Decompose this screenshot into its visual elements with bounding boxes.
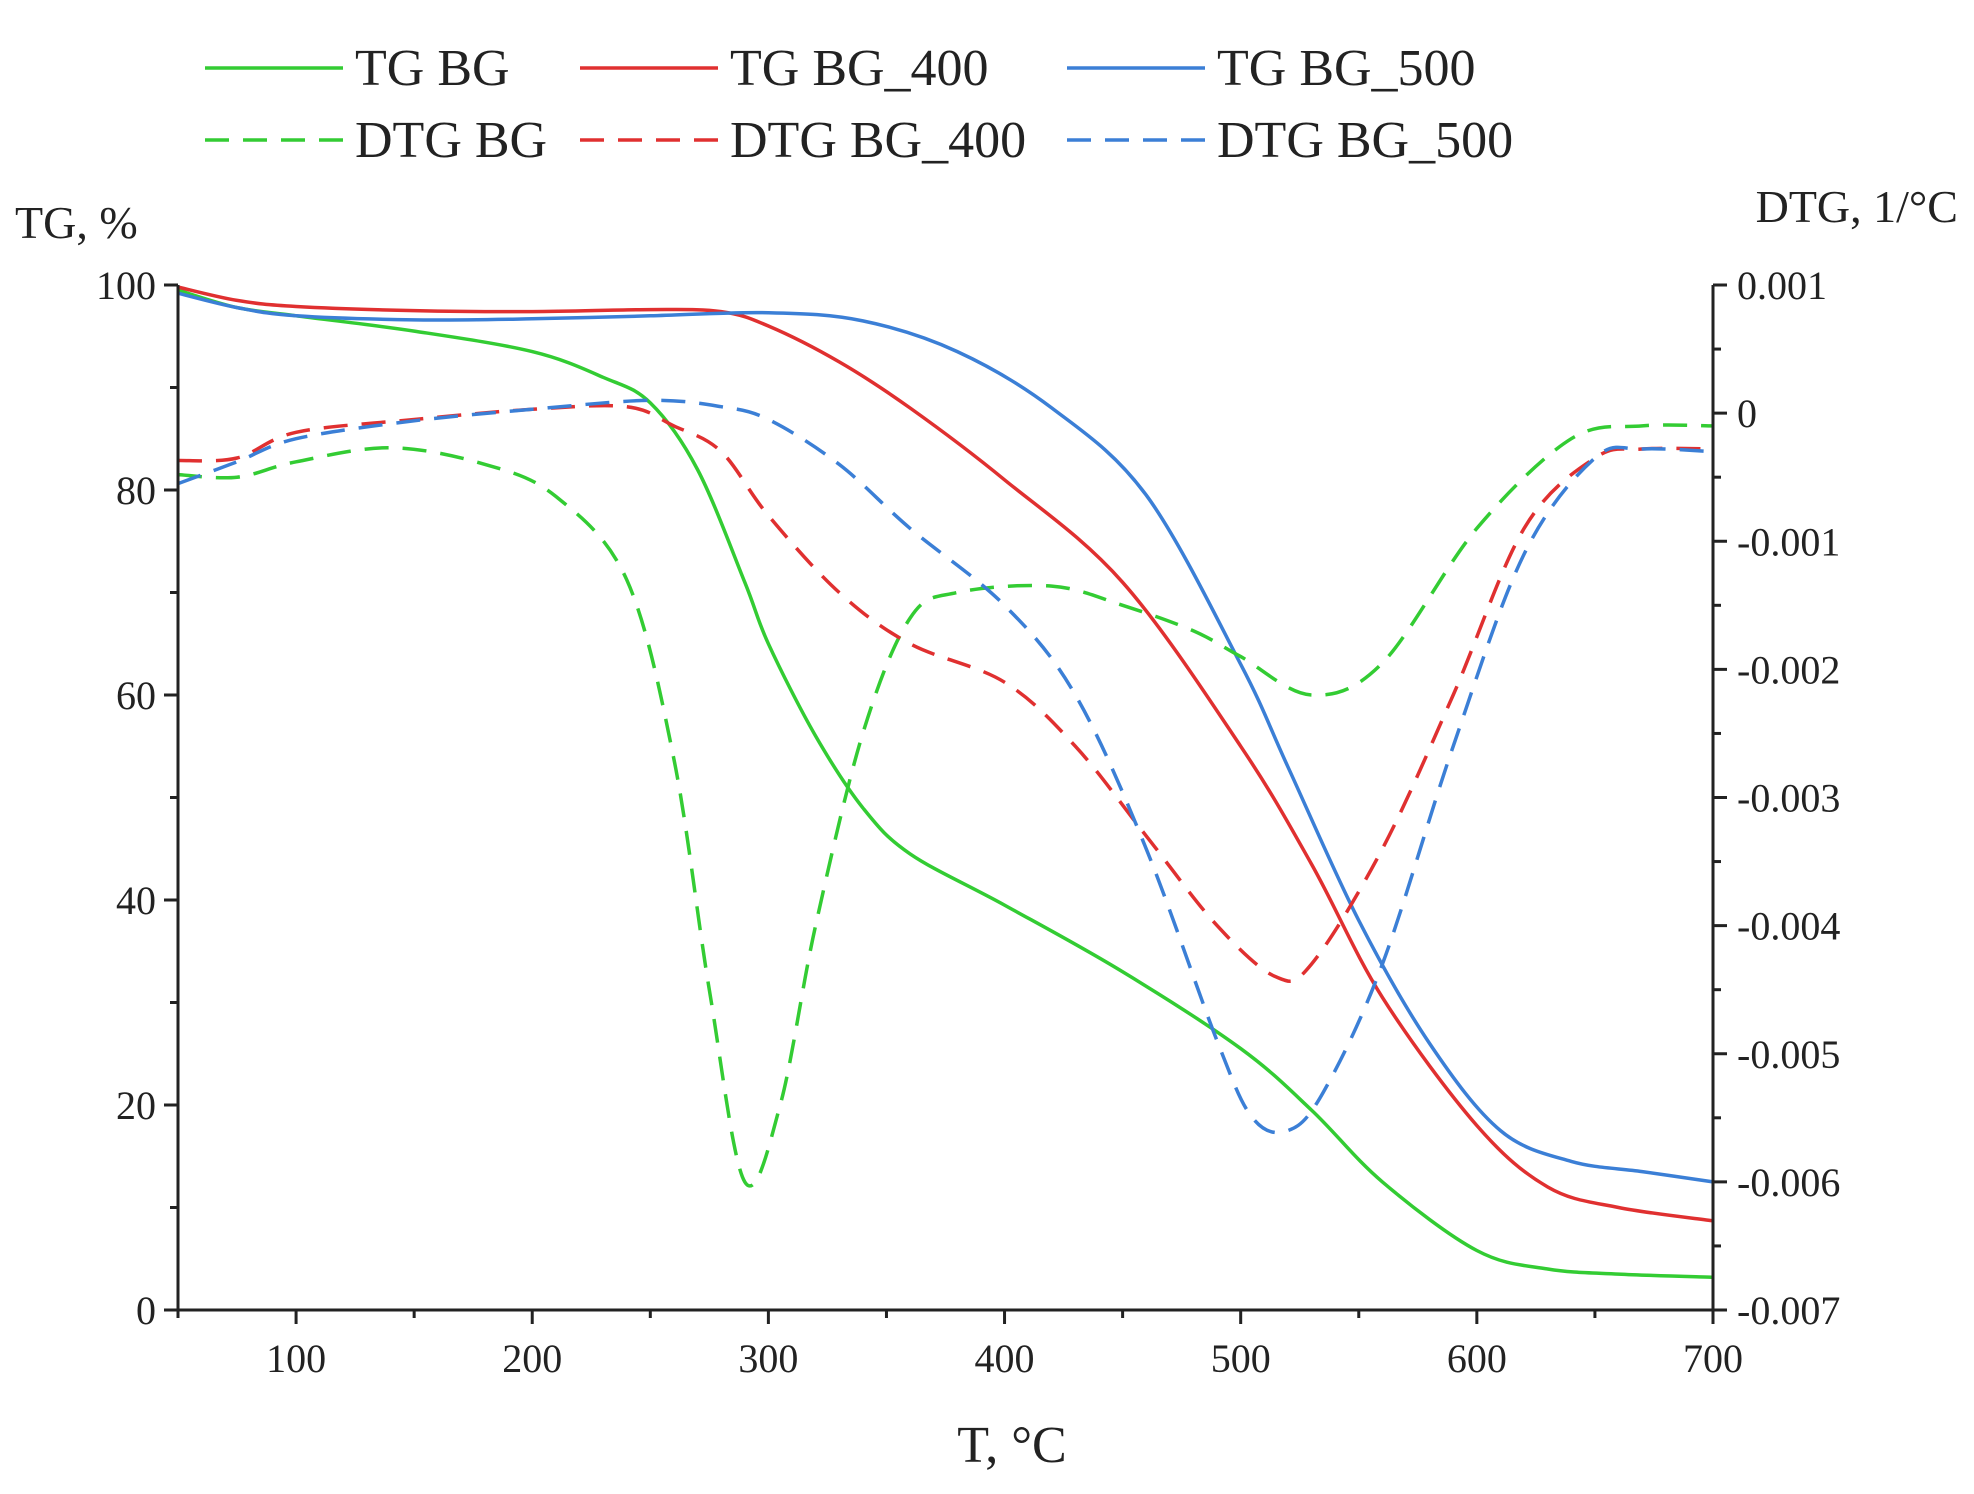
y2-tick-label: -0.006: [1737, 1160, 1840, 1205]
x-tick-label: 500: [1211, 1336, 1271, 1381]
series-line-tg-bg: [177, 288, 1714, 1279]
legend: TG BG TG BG_400 TG BG_500 DTG BG DTG BG_400 D…: [205, 40, 1513, 169]
series-line-dtg-bg-500: [177, 398, 1714, 1135]
y-tick-label: 100: [96, 263, 156, 308]
x-axis-title: T, °C: [957, 1417, 1066, 1474]
legend-label: DTG BG_500: [1217, 112, 1513, 169]
y-tick-label: 80: [116, 468, 156, 513]
x-tick-label: 200: [502, 1336, 562, 1381]
x-tick-label: 400: [975, 1336, 1035, 1381]
x-tick-label: 300: [738, 1336, 798, 1381]
right-axis-title: DTG, 1/°C: [1756, 181, 1958, 232]
y-tick-label: 20: [116, 1083, 156, 1128]
legend-label: DTG BG: [355, 112, 547, 169]
legend-label: TG BG_500: [1217, 40, 1476, 97]
axes-layer: [176, 285, 1715, 1312]
y2-tick-label: -0.003: [1737, 776, 1840, 821]
y2-tick-label: -0.005: [1737, 1032, 1840, 1077]
y2-tick-label: -0.004: [1737, 904, 1840, 949]
y-tick-label: 60: [116, 673, 156, 718]
legend-label: TG BG: [355, 40, 510, 97]
series-layer: [177, 285, 1714, 1279]
y-tick-label: 0: [136, 1288, 156, 1333]
y2-tick-label: 0: [1737, 391, 1757, 436]
ticks-layer: 100 200 300 400 500 600 700 0 20 40 60 80 100 0.001 0 -…: [96, 263, 1840, 1381]
series-line-tg-bg-500: [177, 291, 1714, 1184]
x-tick-label: 100: [266, 1336, 326, 1381]
x-tick-label: 600: [1447, 1336, 1507, 1381]
y2-tick-label: -0.001: [1737, 519, 1840, 564]
y2-tick-label: -0.007: [1737, 1288, 1840, 1333]
legend-label: DTG BG_400: [730, 112, 1026, 169]
series-line-dtg-bg-400: [177, 403, 1714, 984]
y-tick-label: 40: [116, 878, 156, 923]
legend-label: TG BG_400: [730, 40, 989, 97]
left-axis-title: TG, %: [15, 197, 138, 248]
series-line-dtg-bg: [177, 423, 1714, 1188]
series-line-tg-bg-400: [177, 285, 1714, 1223]
x-tick-label: 700: [1683, 1336, 1743, 1381]
y2-tick-label: 0.001: [1737, 263, 1827, 308]
y2-tick-label: -0.002: [1737, 647, 1840, 692]
